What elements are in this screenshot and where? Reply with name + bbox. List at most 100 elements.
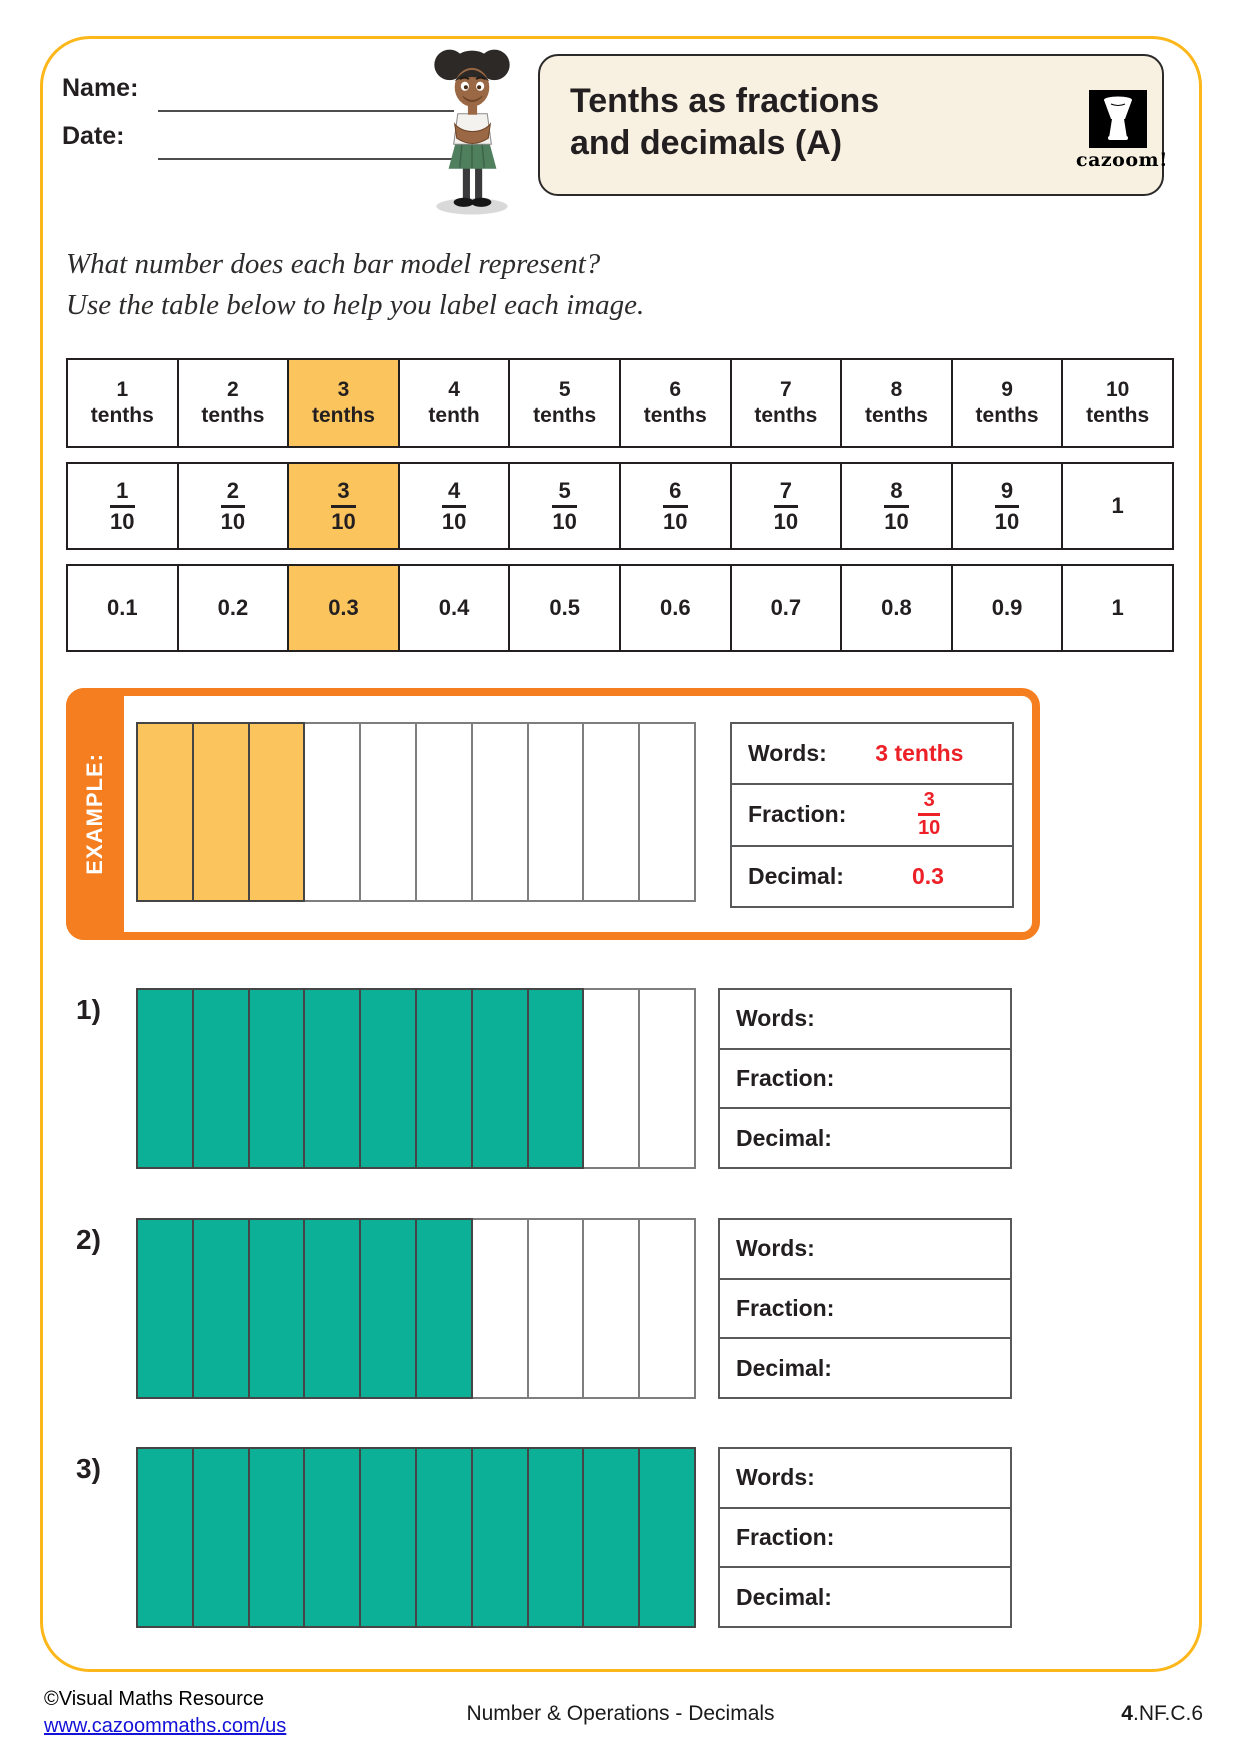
ref-decimal-row: 0.1 0.2 0.3 0.4 0.5 0.6 0.7 0.8 0.9 1 xyxy=(66,564,1174,652)
cazoom-url-link[interactable]: www.cazoommaths.com/us xyxy=(44,1715,287,1737)
bar-cell xyxy=(191,988,250,1169)
decimal-label: Decimal: xyxy=(748,862,844,889)
example-fraction-row: Fraction: 3 10 xyxy=(730,783,1014,847)
question-1-bar-model xyxy=(136,988,696,1169)
ref-fraction-row: 1 10 2 10 3 10 4 10 5 10 6 10 7 10 8 10 9 10 1 xyxy=(66,462,1174,550)
ref-words-cell: 5 tenths xyxy=(508,360,619,446)
ref-fraction-cell: 2 10 xyxy=(176,464,288,548)
cazoom-logo: cazoom! xyxy=(1076,90,1168,171)
name-label: Name: xyxy=(62,74,139,102)
ref-decimal-cell: 0.1 xyxy=(68,566,177,650)
standard-code: 4.NF.C.6 xyxy=(1121,1702,1203,1725)
bar-cell xyxy=(526,1218,585,1399)
example-tab-label: EXAMPLE: xyxy=(82,753,107,875)
drum-icon xyxy=(1089,90,1147,148)
question-2-bar-model xyxy=(136,1218,696,1399)
question-3-bar-model xyxy=(136,1447,696,1628)
q2-words-row: Words: xyxy=(718,1218,1012,1280)
ref-words-cell: 6 tenths xyxy=(618,360,730,446)
bar-cell xyxy=(136,1218,194,1399)
ref-words-row: 1 tenths 2 tenths 3 tenths 4 tenth 5 tenths 6 tenth… xyxy=(66,358,1174,448)
instructions-line-2: Use the table below to help you label ea… xyxy=(66,289,645,321)
example-fraction-value: 3 10 xyxy=(918,788,941,839)
ref-fraction-cell: 3 10 xyxy=(287,464,398,548)
bar-cell xyxy=(582,1218,641,1399)
ref-words-cell: 1 tenths xyxy=(68,360,177,446)
ref-fraction-cell: 6 10 xyxy=(618,464,730,548)
bar-cell xyxy=(359,988,417,1169)
bar-cell xyxy=(136,1447,194,1628)
bar-cell xyxy=(359,1218,417,1399)
bar-cell xyxy=(136,988,194,1169)
example-decimal-row: Decimal: 0.3 xyxy=(730,844,1014,908)
question-3-number: 3) xyxy=(76,1453,101,1484)
q2-fraction-row: Fraction: xyxy=(718,1277,1012,1340)
question-3-answer-table: Words: Fraction: Decimal: xyxy=(718,1447,1012,1629)
example-bar-model xyxy=(136,722,696,902)
fraction-label: Fraction: xyxy=(736,1524,835,1550)
q2-decimal-row: Decimal: xyxy=(718,1337,1012,1400)
bar-cell xyxy=(582,722,641,902)
example-decimal-value: 0.3 xyxy=(911,862,944,889)
ref-fraction-cell: 8 10 xyxy=(840,464,951,548)
bar-cell xyxy=(136,722,194,902)
ref-decimal-cell: 0.4 xyxy=(397,566,509,650)
instructions-line-1: What number does each bar model represen… xyxy=(66,248,601,280)
ref-decimal-cell: 1 xyxy=(1061,566,1172,650)
question-1-answer-table: Words: Fraction: Decimal: xyxy=(718,988,1012,1170)
bar-cell xyxy=(191,722,250,902)
bar-cell xyxy=(303,722,362,902)
ref-decimal-cell: 0.7 xyxy=(729,566,841,650)
ref-fraction-cell: 5 10 xyxy=(508,464,619,548)
example-words-value: 3 tenths xyxy=(875,740,964,767)
bar-cell xyxy=(414,988,473,1169)
bar-cell xyxy=(303,988,362,1169)
bar-cell xyxy=(638,1447,696,1628)
footer-credit: ©Visual Maths Resource www.cazoommaths.c… xyxy=(44,1686,286,1740)
ref-words-cell: 8 tenths xyxy=(840,360,951,446)
ref-words-cell: 9 tenths xyxy=(950,360,1062,446)
bar-cell xyxy=(247,722,306,902)
name-line xyxy=(158,110,454,112)
bar-cell xyxy=(470,1218,529,1399)
ref-words-cell: 4 tenth xyxy=(397,360,509,446)
worksheet-title-box xyxy=(538,54,1164,196)
girl-mascot-illustration xyxy=(416,42,528,218)
ref-decimal-cell: 0.9 xyxy=(950,566,1062,650)
ref-words-cell: 7 tenths xyxy=(729,360,841,446)
worksheet-title: Tenths as fractions and decimals (A) xyxy=(570,80,1010,164)
instructions: What number does each bar model represen… xyxy=(66,244,966,326)
ref-decimal-cell: 0.2 xyxy=(176,566,288,650)
decimal-label: Decimal: xyxy=(736,1583,832,1610)
q1-words-row: Words: xyxy=(718,988,1012,1050)
ref-fraction-cell: 7 10 xyxy=(729,464,841,548)
bar-cell xyxy=(638,988,696,1169)
bar-cell xyxy=(191,1447,250,1628)
bar-cell xyxy=(191,1218,250,1399)
example-words-row: Words: 3 tenths xyxy=(730,722,1014,786)
bar-cell xyxy=(247,1447,306,1628)
question-1-number: 1) xyxy=(76,994,101,1025)
question-2-answer-table: Words: Fraction: Decimal: xyxy=(718,1218,1012,1400)
ref-decimal-cell: 0.8 xyxy=(840,566,951,650)
bar-cell xyxy=(414,1218,473,1399)
ref-fraction-cell: 1 10 xyxy=(68,464,177,548)
fraction-label: Fraction: xyxy=(736,1065,835,1091)
bar-cell xyxy=(526,722,585,902)
bar-cell xyxy=(582,1447,641,1628)
logo-wordmark: cazoom! xyxy=(1076,149,1168,171)
example-answer-table: Words: 3 tenths Fraction: 3 10 Decimal: … xyxy=(730,722,1014,908)
example-tab: EXAMPLE: xyxy=(66,688,124,940)
ref-fraction-cell: 4 10 xyxy=(397,464,509,548)
bar-cell xyxy=(247,988,306,1169)
ref-decimal-cell: 0.6 xyxy=(618,566,730,650)
title-line-2: and decimals (A) xyxy=(570,124,843,162)
ref-fraction-cell: 1 xyxy=(1061,464,1172,548)
bar-cell xyxy=(470,722,529,902)
bar-cell xyxy=(526,1447,585,1628)
words-label: Words: xyxy=(736,1005,815,1032)
q3-words-row: Words: xyxy=(718,1447,1012,1509)
bar-cell xyxy=(414,722,473,902)
bar-cell xyxy=(638,1218,696,1399)
decimal-label: Decimal: xyxy=(736,1354,832,1381)
